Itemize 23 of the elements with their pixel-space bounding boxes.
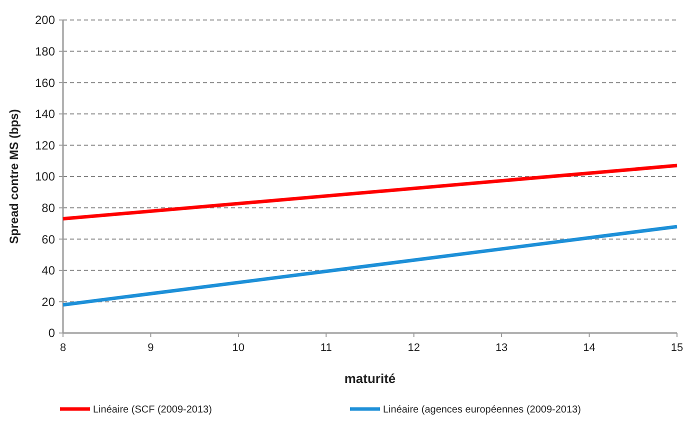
y-tick-label: 200 [34, 13, 56, 28]
x-tick-label: 8 [60, 342, 66, 354]
x-tick-label: 10 [232, 342, 245, 354]
y-tick-label: 100 [34, 170, 56, 184]
x-tick-label: 11 [320, 342, 332, 354]
y-tick-label: 0 [48, 326, 56, 340]
x-tick-label: 12 [408, 342, 420, 354]
y-tick-label: 80 [42, 201, 56, 215]
legend-label: Linéaire (agences européennes (2009-2013) [383, 404, 581, 416]
y-tick-label: 180 [34, 44, 56, 58]
x-tick-label: 13 [495, 342, 508, 354]
y-tick-label: 160 [34, 76, 56, 90]
x-tick-label: 14 [583, 342, 596, 354]
y-tick-label: 20 [42, 294, 56, 309]
y-tick-label: 140 [34, 107, 56, 122]
y-tick-label: 60 [42, 232, 56, 246]
y-tick-label: 120 [34, 138, 56, 152]
legend-label: Linéaire (SCF (2009-2013) [93, 404, 212, 416]
x-tick-label: 15 [670, 342, 684, 354]
x-axis-title: maturité [344, 371, 396, 386]
y-axis-title: Spread contre MS (bps) [7, 109, 21, 244]
y-tick-label: 40 [42, 264, 56, 278]
x-tick-label: 9 [148, 342, 154, 354]
